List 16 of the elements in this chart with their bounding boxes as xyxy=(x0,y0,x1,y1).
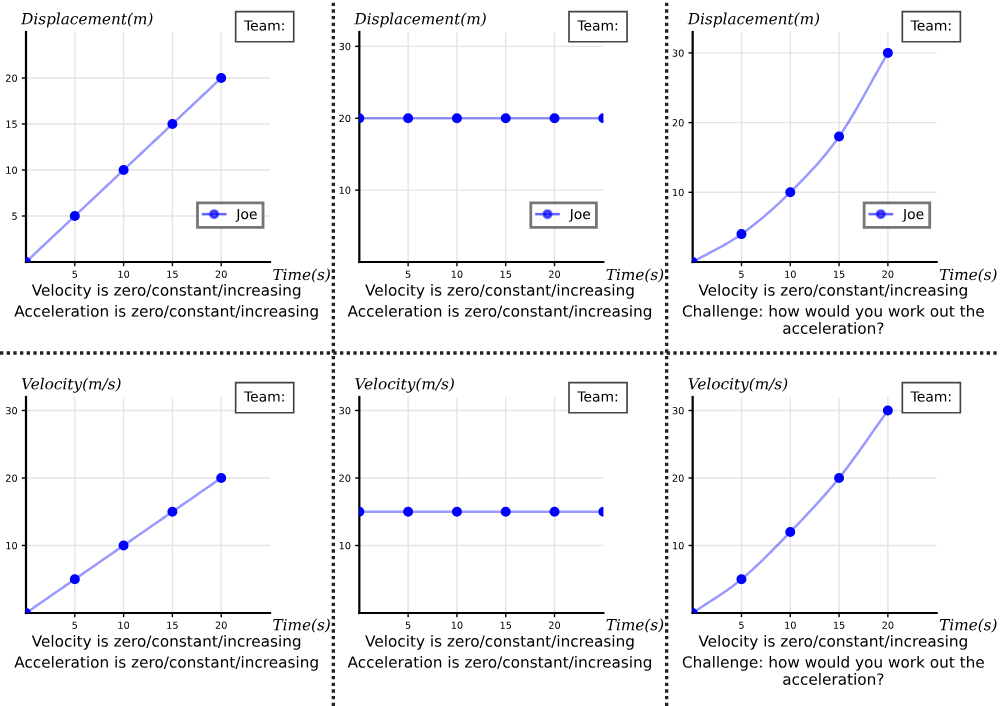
point xyxy=(167,506,178,517)
point xyxy=(216,473,227,483)
point xyxy=(167,119,178,129)
point xyxy=(69,211,80,221)
point xyxy=(118,165,129,175)
point xyxy=(882,405,893,416)
point xyxy=(785,187,796,198)
point xyxy=(118,540,129,551)
point xyxy=(736,229,747,240)
point xyxy=(69,574,80,585)
point xyxy=(834,131,845,142)
point xyxy=(834,473,845,483)
point xyxy=(736,574,747,585)
point xyxy=(216,73,227,83)
point xyxy=(785,527,796,537)
point xyxy=(882,47,893,58)
